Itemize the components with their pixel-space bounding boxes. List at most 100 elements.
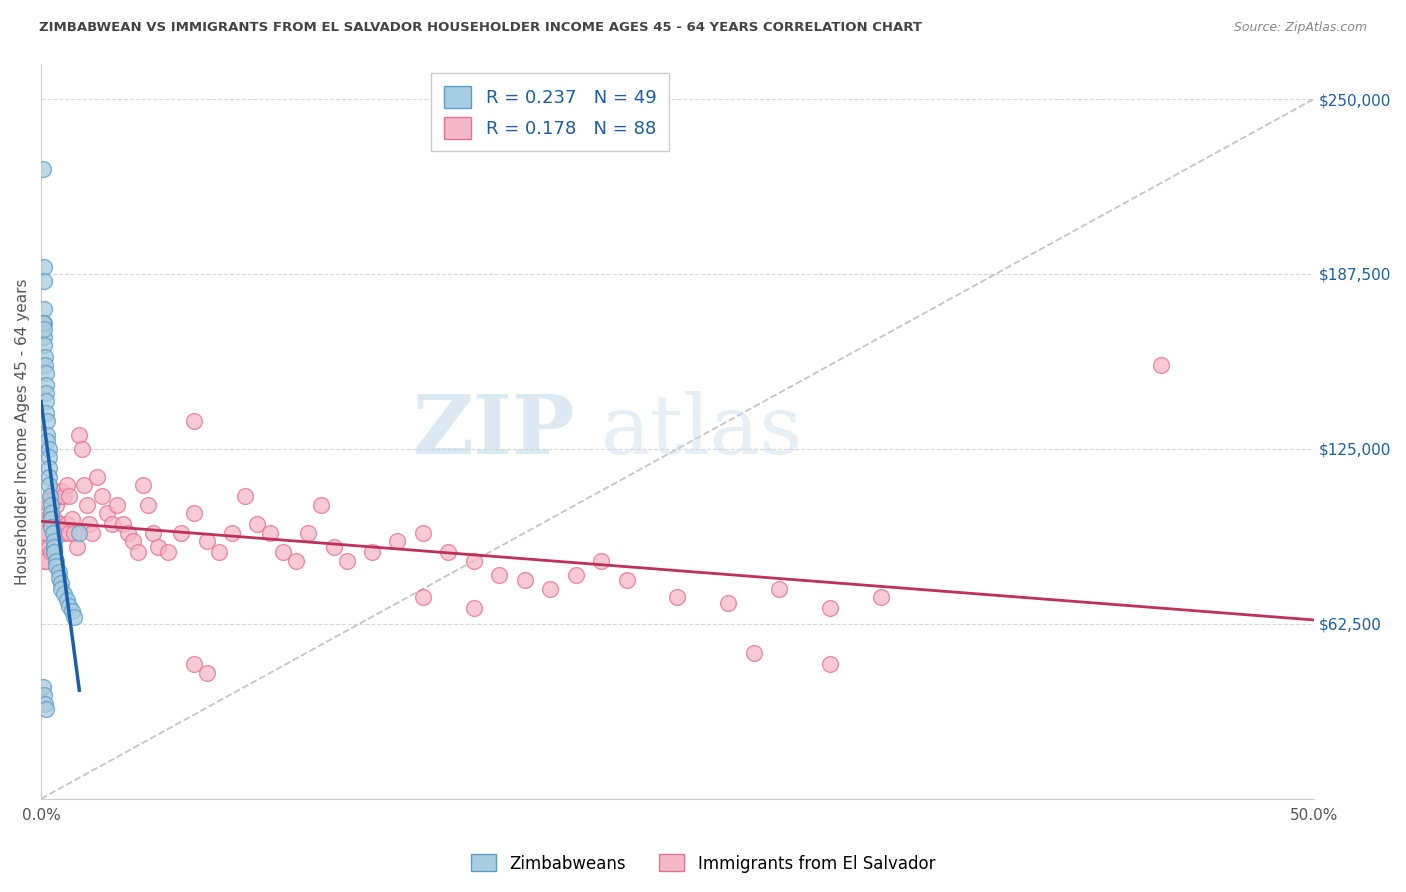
Point [67, 525, 90, 540]
Point [35, 512, 58, 526]
Point [132, 478, 155, 492]
Point [51, 517, 73, 532]
Point [32, 316, 55, 330]
Point [86, 470, 108, 484]
Point [80, 525, 103, 540]
Point [42, 512, 65, 526]
Point [591, 554, 613, 568]
Point [717, 596, 740, 610]
Point [73, 478, 96, 492]
Point [284, 554, 307, 568]
Point [768, 582, 790, 596]
Point [157, 545, 180, 559]
Point [37, 428, 59, 442]
Point [51, 576, 73, 591]
Point [53, 587, 76, 601]
Point [51, 582, 73, 596]
Point [66, 540, 89, 554]
Point [38, 478, 60, 492]
Point [55, 517, 77, 532]
Point [42, 540, 65, 554]
Point [48, 571, 70, 585]
Point [35, 377, 58, 392]
Point [32, 525, 55, 540]
Point [818, 657, 841, 672]
Point [142, 525, 165, 540]
Point [271, 545, 294, 559]
Point [39, 512, 62, 526]
Point [32, 321, 55, 335]
Point [107, 498, 129, 512]
Point [58, 490, 80, 504]
Point [870, 591, 893, 605]
Point [208, 545, 231, 559]
Point [183, 506, 205, 520]
Legend: Zimbabweans, Immigrants from El Salvador: Zimbabweans, Immigrants from El Salvador [464, 847, 942, 880]
Point [32, 274, 55, 288]
Point [45, 525, 67, 540]
Point [39, 506, 62, 520]
Point [34, 350, 56, 364]
Point [246, 517, 269, 532]
Point [616, 574, 638, 588]
Y-axis label: Householder Income Ages 45 - 64 years: Householder Income Ages 45 - 64 years [15, 278, 30, 584]
Point [67, 428, 90, 442]
Point [48, 565, 70, 579]
Point [34, 697, 56, 711]
Point [38, 461, 60, 475]
Point [183, 657, 205, 672]
Point [666, 591, 689, 605]
Point [70, 442, 93, 456]
Point [45, 498, 67, 512]
Point [387, 534, 409, 549]
Text: ZIP: ZIP [413, 392, 575, 471]
Point [32, 540, 55, 554]
Point [32, 330, 55, 344]
Point [117, 525, 139, 540]
Point [60, 512, 83, 526]
Point [39, 498, 62, 512]
Point [34, 358, 56, 372]
Point [221, 525, 243, 540]
Point [111, 517, 134, 532]
Point [35, 554, 58, 568]
Point [39, 490, 62, 504]
Point [233, 490, 256, 504]
Point [35, 414, 58, 428]
Point [42, 545, 65, 559]
Point [34, 338, 56, 352]
Point [42, 545, 65, 559]
Point [136, 498, 159, 512]
Point [58, 599, 80, 613]
Point [42, 483, 65, 498]
Point [38, 498, 60, 512]
Point [121, 534, 143, 549]
Point [463, 601, 485, 615]
Text: atlas: atlas [602, 392, 803, 471]
Point [34, 367, 56, 381]
Point [32, 680, 55, 694]
Point [513, 574, 536, 588]
Point [35, 394, 58, 409]
Point [60, 604, 83, 618]
Point [55, 478, 77, 492]
Point [39, 545, 62, 559]
Point [45, 554, 67, 568]
Point [39, 520, 62, 534]
Point [32, 316, 55, 330]
Point [58, 525, 80, 540]
Point [96, 506, 118, 520]
Point [38, 512, 60, 526]
Point [42, 534, 65, 549]
Point [322, 540, 344, 554]
Point [38, 540, 60, 554]
Point [35, 385, 58, 400]
Point [79, 517, 101, 532]
Point [463, 554, 485, 568]
Point [127, 545, 149, 559]
Point [39, 490, 62, 504]
Text: Source: ZipAtlas.com: Source: ZipAtlas.com [1233, 21, 1367, 34]
Point [63, 610, 86, 624]
Point [361, 545, 384, 559]
Point [53, 490, 76, 504]
